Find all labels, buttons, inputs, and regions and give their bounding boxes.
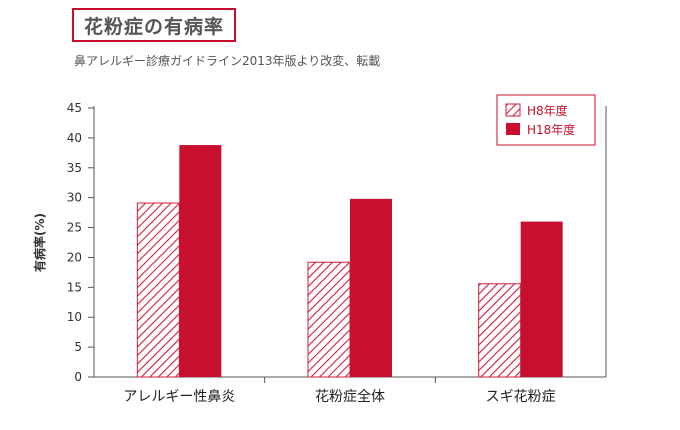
y-tick-label: 25 bbox=[67, 221, 82, 235]
x-category-label: アレルギー性鼻炎 bbox=[123, 388, 235, 405]
legend-swatch bbox=[505, 103, 521, 117]
x-category-label: 花粉症全体 bbox=[315, 388, 385, 405]
y-tick-label: 10 bbox=[67, 310, 82, 324]
y-tick-label: 35 bbox=[67, 161, 82, 175]
y-tick-label: 45 bbox=[67, 101, 82, 115]
legend-label: H8年度 bbox=[527, 103, 568, 118]
y-tick-label: 15 bbox=[67, 280, 82, 294]
bar-H18年度-アレルギー性鼻炎 bbox=[179, 145, 222, 377]
x-category-label: スギ花粉症 bbox=[486, 389, 556, 405]
bar-H8年度-アレルギー性鼻炎 bbox=[136, 202, 180, 378]
y-tick-label: 20 bbox=[67, 250, 82, 264]
y-tick-label: 5 bbox=[74, 340, 82, 354]
chart-subtitle: 鼻アレルギー診療ガイドライン2013年版より改変、転載 bbox=[74, 54, 381, 68]
page-title: 花粉症の有病率 bbox=[84, 15, 225, 38]
title-box: 花粉症の有病率 bbox=[72, 8, 237, 42]
bar-H18年度-花粉症全体 bbox=[350, 198, 392, 377]
legend-box bbox=[496, 94, 596, 146]
legend-swatch bbox=[506, 123, 520, 135]
y-tick-label: 40 bbox=[67, 131, 82, 145]
bar-H8年度-スギ花粉症 bbox=[478, 283, 522, 378]
legend-label: H18年度 bbox=[527, 122, 575, 137]
bar-H18年度-スギ花粉症 bbox=[520, 221, 563, 377]
bar-H8年度-花粉症全体 bbox=[307, 261, 351, 378]
y-tick-label: 30 bbox=[67, 191, 82, 205]
y-axis-label: 有病率(%) bbox=[32, 213, 47, 272]
y-tick-label: 0 bbox=[74, 370, 82, 384]
